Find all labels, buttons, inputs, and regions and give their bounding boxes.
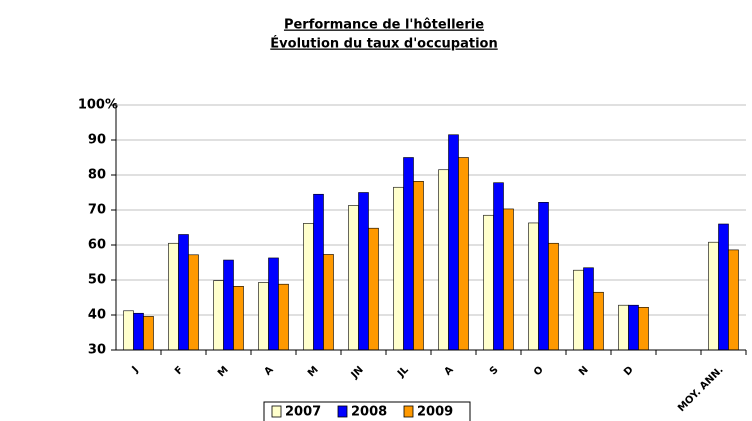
bar — [313, 193, 324, 351]
bar — [503, 208, 514, 351]
bar — [438, 169, 449, 351]
y-tick-label: 60 — [88, 238, 106, 253]
bar — [178, 234, 189, 351]
bar — [213, 280, 224, 351]
legend-label: 2009 — [417, 405, 453, 420]
legend-swatch — [271, 405, 282, 418]
bar — [133, 312, 144, 351]
legend-box — [263, 401, 471, 421]
bar — [728, 249, 739, 351]
bar — [493, 182, 504, 351]
bar — [358, 192, 369, 351]
bar — [258, 282, 269, 351]
bar — [123, 310, 134, 351]
bar — [303, 223, 314, 351]
legend-label: 2008 — [351, 405, 387, 420]
bar — [618, 304, 629, 351]
bar — [268, 257, 279, 351]
bar — [583, 267, 594, 351]
x-tick-label: J — [130, 364, 141, 375]
y-tick-label: 50 — [88, 273, 106, 288]
bar — [528, 222, 539, 351]
bar — [348, 205, 359, 351]
chart-subtitle: Évolution du taux d'occupation — [270, 36, 497, 52]
chart-title: Performance de l'hôtellerie — [284, 18, 484, 33]
bar — [233, 285, 244, 351]
y-tick-label: 40 — [88, 308, 106, 323]
legend-swatch — [337, 405, 348, 418]
bar — [368, 227, 379, 351]
legend-swatch — [403, 405, 414, 418]
bar — [708, 241, 719, 351]
y-tick-label: 90 — [88, 133, 106, 148]
bar — [223, 259, 234, 351]
bar — [718, 223, 729, 351]
bar — [448, 134, 459, 351]
bar — [143, 316, 154, 351]
bar — [573, 269, 584, 351]
y-tick-label: 30 — [88, 343, 106, 358]
bar — [538, 202, 549, 351]
bar — [403, 157, 414, 351]
bar — [188, 254, 199, 351]
bar — [413, 181, 424, 351]
bar — [393, 186, 404, 351]
bar — [593, 291, 604, 351]
bar — [548, 242, 559, 351]
bar — [323, 254, 334, 351]
bar — [168, 242, 179, 351]
bar — [628, 304, 639, 351]
bar — [458, 157, 469, 351]
y-tick-label: 80 — [88, 168, 106, 183]
bar — [638, 306, 649, 351]
bar — [278, 283, 289, 351]
bar — [483, 214, 494, 351]
legend-label: 2007 — [285, 405, 321, 420]
y-tick-label: 100% — [78, 98, 118, 113]
y-tick-label: 70 — [88, 203, 106, 218]
